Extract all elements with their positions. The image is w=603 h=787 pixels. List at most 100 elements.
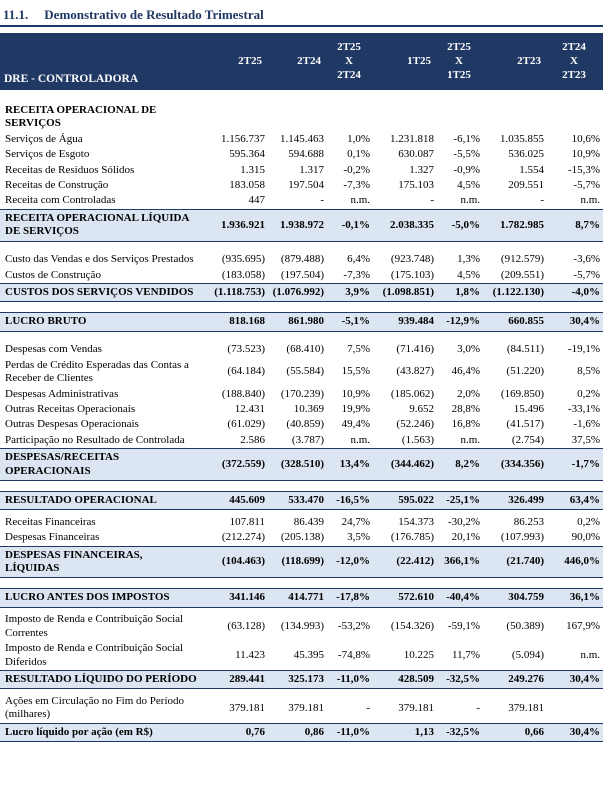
row-spacer — [0, 480, 603, 491]
row-value: 1,0% — [347, 132, 370, 145]
table-row: Custo das Vendas e dos Serviços Prestado… — [0, 252, 603, 267]
row-value — [205, 101, 268, 132]
row-value — [547, 101, 603, 132]
row-value: -16,5% — [327, 490, 373, 511]
row-value: 1.315 — [240, 163, 265, 176]
row-value: 1.938.972 — [268, 208, 327, 242]
row-value: -40,4% — [437, 588, 483, 608]
row-value: 7,5% — [347, 343, 370, 356]
row-value: 2,0% — [457, 387, 480, 400]
row-value: (175.103) — [390, 268, 434, 281]
row-value: (169.850) — [500, 387, 544, 400]
row-spacer — [0, 90, 603, 101]
table-row: RECEITA OPERACIONAL DE SERVIÇOS — [0, 101, 603, 132]
row-value: 3,9% — [327, 282, 373, 303]
row-value: 107.811 — [229, 515, 265, 528]
row-value: -6,1% — [453, 132, 480, 145]
table-row: Imposto de Renda e Contribuição Social D… — [0, 641, 603, 670]
table-row: Serviços de Água 1.156.737 1.145.463 1,0% 1.… — [0, 132, 603, 147]
row-value: -0,1% — [327, 208, 373, 242]
row-value — [327, 101, 373, 132]
row-spacer — [0, 578, 603, 589]
dre-table: DRE - CONTROLADORA 2T25 2T24 2T25 X 2T24 1T… — [0, 33, 603, 743]
row-value: -53,2% — [337, 620, 370, 633]
row-value: 197.504 — [288, 179, 324, 192]
row-value: 0,76 — [205, 722, 268, 743]
row-value: 341.146 — [205, 588, 268, 608]
table-row: Lucro líquido por ação (em R$) 0,76 0,86 -1… — [0, 722, 603, 743]
row-value: -59,1% — [447, 620, 480, 633]
row-value: n.m. — [580, 648, 600, 661]
row-value: 10,9% — [341, 387, 370, 400]
row-value: 428.509 — [373, 669, 437, 690]
row-value: 209.551 — [508, 179, 544, 192]
spacer-row — [0, 578, 603, 589]
row-value: 536.025 — [508, 148, 544, 161]
row-value: 37,5% — [571, 433, 600, 446]
table-row: Despesas com Vendas (73.523) (68.410) 7,5% (… — [0, 342, 603, 357]
row-value: n.m. — [350, 433, 370, 446]
row-value: 289.441 — [205, 669, 268, 690]
row-value: 446,0% — [547, 545, 603, 579]
row-value: (912.579) — [500, 253, 544, 266]
header-row: DRE - CONTROLADORA 2T25 2T24 2T25 X 2T24 1T… — [0, 33, 603, 90]
row-value: -1,7% — [547, 448, 603, 481]
row-value: 660.855 — [483, 312, 547, 332]
row-value: 1.554 — [519, 163, 544, 176]
row-value: (923.748) — [390, 253, 434, 266]
row-value: 12.431 — [234, 402, 265, 415]
row-value: 10.225 — [403, 648, 434, 661]
row-value: (183.058) — [221, 268, 265, 281]
row-label: Custos de Construção — [5, 268, 101, 281]
row-label: Serviços de Água — [5, 132, 83, 145]
row-label: Participação no Resultado de Controlada — [5, 433, 185, 446]
row-value: 16,8% — [451, 418, 480, 431]
row-label: LUCRO BRUTO — [0, 312, 205, 332]
row-value: 379.181 — [508, 701, 544, 714]
row-value: (51.220) — [506, 365, 544, 378]
row-value: 249.276 — [483, 669, 547, 690]
row-value: 175.103 — [398, 179, 434, 192]
section-title: 11.1. Demonstrativo de Resultado Trimestr… — [0, 0, 603, 27]
row-value: 13,4% — [327, 448, 373, 481]
column-header: 2T24 X 2T23 — [547, 33, 603, 90]
table-row: LUCRO BRUTO 818.168 861.980 -5,1% 939.484 -12… — [0, 312, 603, 332]
row-value: 10,9% — [571, 148, 600, 161]
row-value: 3,5% — [347, 531, 370, 544]
row-value: -32,5% — [437, 669, 483, 690]
row-value: (879.488) — [280, 253, 324, 266]
row-value: 63,4% — [547, 490, 603, 511]
row-value: n.m. — [460, 433, 480, 446]
row-value: -4,0% — [547, 282, 603, 303]
row-value: (209.551) — [500, 268, 544, 281]
row-value: (71.416) — [396, 343, 434, 356]
row-value: 447 — [248, 194, 266, 207]
row-value: 90,0% — [571, 531, 600, 544]
row-value: 325.173 — [268, 669, 327, 690]
row-value: (1.076.992) — [268, 282, 327, 303]
row-value: 533.470 — [268, 490, 327, 511]
row-value: 11.423 — [235, 648, 265, 661]
row-value: 46,4% — [451, 365, 480, 378]
row-value: n.m. — [350, 194, 370, 207]
row-value: -1,6% — [573, 418, 600, 431]
row-value: -32,5% — [437, 722, 483, 743]
row-value: (3.787) — [291, 433, 324, 446]
row-spacer — [0, 302, 603, 313]
row-value: (1.563) — [401, 433, 434, 446]
row-value: (154.326) — [390, 620, 434, 633]
row-label: RESULTADO OPERACIONAL — [0, 490, 205, 511]
table-row: Despesas Administrativas (188.840) (170.23… — [0, 387, 603, 402]
table-row: CUSTOS DOS SERVIÇOS VENDIDOS (1.118.753)(… — [0, 282, 603, 303]
row-value: 2.038.335 — [373, 208, 437, 242]
row-label: Lucro líquido por ação (em R$) — [0, 722, 205, 743]
row-value: 8,2% — [437, 448, 483, 481]
row-value: 326.499 — [483, 490, 547, 511]
table-row: RESULTADO LÍQUIDO DO PERÍODO 289.441 325.1… — [0, 669, 603, 690]
row-value: 595.022 — [373, 490, 437, 511]
row-value: 304.759 — [483, 588, 547, 608]
row-label: Receitas de Resíduos Sólidos — [5, 163, 135, 176]
row-value: 6,4% — [347, 253, 370, 266]
row-value: (40.859) — [286, 418, 324, 431]
row-label: Perdas de Crédito Esperadas das Contas a… — [5, 358, 189, 385]
